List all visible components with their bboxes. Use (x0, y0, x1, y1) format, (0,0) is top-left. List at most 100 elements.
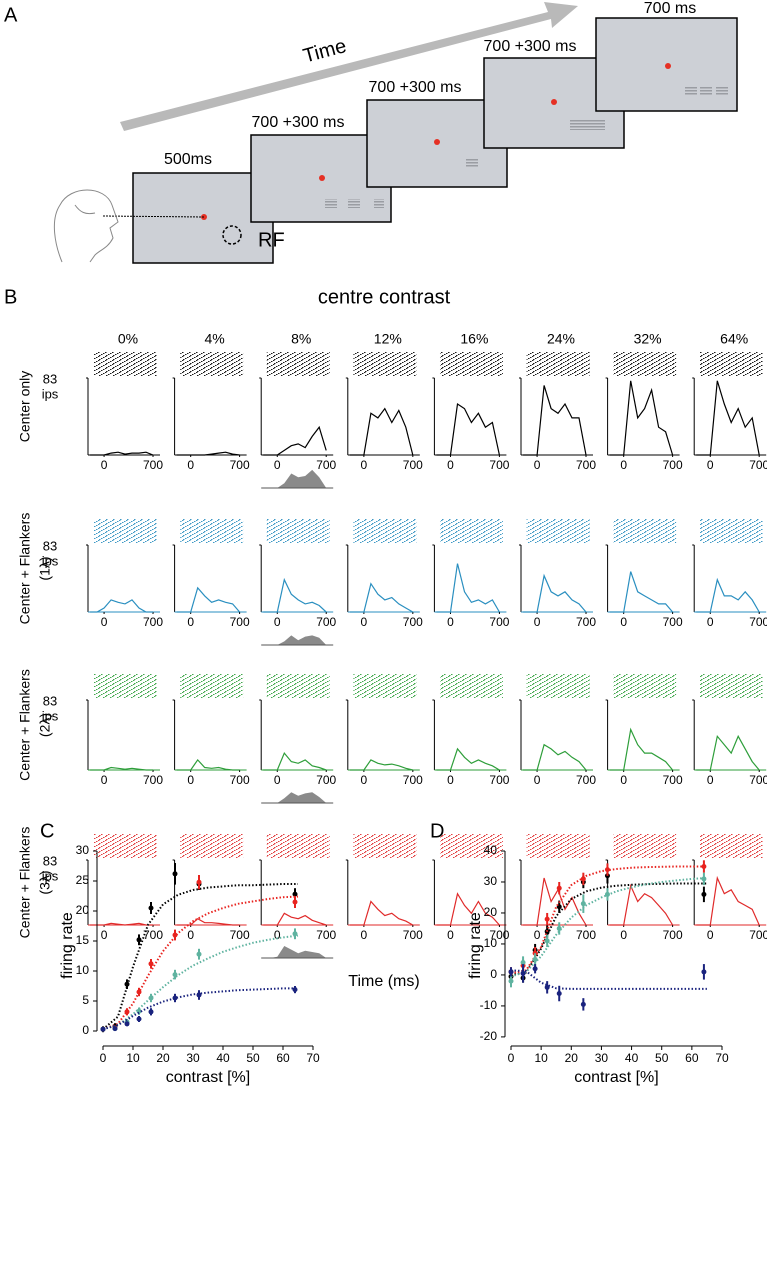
y-tick-label: 0 (490, 967, 497, 981)
x-tick-label: 700 (316, 458, 336, 472)
raster (93, 834, 157, 858)
data-point (701, 891, 707, 897)
data-point (172, 995, 178, 1001)
row-label: Center + Flankers (17, 669, 33, 781)
x-tick-label: 700 (143, 928, 163, 942)
rf-label: RF (258, 229, 285, 251)
fixation (319, 175, 325, 181)
raster (353, 519, 417, 543)
grating (716, 86, 728, 95)
x-tick-label: 0 (187, 458, 194, 472)
grating (325, 199, 337, 208)
raster (93, 519, 157, 543)
data-point (701, 876, 707, 882)
psth-line (176, 758, 240, 771)
data-point (532, 966, 538, 972)
raster (180, 352, 244, 376)
arrow-label: Time (301, 35, 349, 68)
y-tick-label: 40 (484, 843, 498, 857)
raster (526, 674, 590, 698)
x-tick-label: 0 (620, 615, 627, 629)
contrast-label: 8% (291, 331, 311, 347)
data-point (520, 960, 526, 966)
fit-curve (102, 895, 299, 1031)
x-tick-label: 50 (246, 1051, 260, 1065)
x-tick-label: 700 (143, 458, 163, 472)
x-tick-label: 0 (508, 1051, 515, 1065)
x-axis-title: Time (ms) (348, 973, 419, 990)
x-tick-label: 700 (316, 773, 336, 787)
x-tick-label: 0 (707, 773, 714, 787)
psth-line (436, 402, 500, 456)
raster (180, 834, 244, 858)
panel-a: A Time RF 500ms 700 +300 ms 700 +300 ms … (4, 0, 738, 264)
raster (613, 352, 677, 376)
data-point (532, 956, 538, 962)
raster (93, 352, 157, 376)
contrast-label: 64% (720, 331, 748, 347)
fixation (201, 214, 207, 220)
raster (699, 674, 763, 698)
psth-line (176, 917, 240, 926)
x-tick-label: 0 (447, 615, 454, 629)
y-tick-label: 10 (484, 936, 498, 950)
y-tick-label: 83 (43, 853, 57, 868)
y-tick-label: 30 (484, 874, 498, 888)
x-tick-label: 10 (126, 1051, 140, 1065)
psth-line (263, 425, 327, 456)
x-tick-label: 700 (749, 615, 767, 629)
psth-line (696, 577, 760, 613)
x-tick-label: 0 (707, 458, 714, 472)
raster (353, 834, 417, 858)
panel-label: A (4, 4, 18, 26)
data-point (556, 991, 562, 997)
data-point (556, 885, 562, 891)
x-tick-label: 60 (685, 1051, 699, 1065)
x-tick-label: 0 (361, 773, 368, 787)
y-unit: ips (42, 868, 59, 883)
psth-line (696, 380, 760, 456)
y-tick-label: 83 (43, 371, 57, 386)
x-tick-label: 700 (576, 458, 596, 472)
x-tick-label: 20 (156, 1051, 170, 1065)
x-tick-label: 0 (707, 615, 714, 629)
data-point (292, 987, 298, 993)
y-tick-label: 20 (484, 905, 498, 919)
x-tick-label: 0 (361, 928, 368, 942)
psth-line (436, 747, 500, 771)
monkey-sketch (53, 189, 119, 263)
grating (685, 86, 697, 95)
x-axis-title: contrast [%] (574, 1069, 658, 1086)
x-tick-label: 0 (187, 773, 194, 787)
time-arrow (120, 2, 578, 131)
x-tick-label: 0 (620, 458, 627, 472)
row-sublabel: (2λ) (37, 713, 53, 737)
x-tick-label: 700 (230, 615, 250, 629)
data-point (580, 876, 586, 882)
x-tick-label: 700 (230, 458, 250, 472)
raster (526, 352, 590, 376)
x-tick-label: 0 (274, 615, 281, 629)
psth-line (263, 577, 327, 613)
psth-line (523, 743, 587, 771)
grating (700, 86, 712, 95)
data-point (292, 891, 298, 897)
x-tick-label: 0 (361, 615, 368, 629)
frame-label: 700 ms (644, 0, 696, 17)
data-point (136, 1016, 142, 1022)
fit-curve (510, 865, 707, 975)
x-tick-label: 700 (143, 615, 163, 629)
panel-title: centre contrast (318, 286, 451, 308)
raster (613, 519, 677, 543)
frame-label: 500ms (164, 151, 212, 168)
x-tick-label: 700 (576, 615, 596, 629)
x-tick-label: 20 (565, 1051, 579, 1065)
data-point (580, 901, 586, 907)
psth-line (90, 599, 153, 613)
x-tick-label: 700 (749, 773, 767, 787)
x-tick-label: 700 (749, 458, 767, 472)
data-point (148, 1009, 154, 1015)
x-tick-label: 0 (447, 928, 454, 942)
data-point (100, 1026, 106, 1032)
panel-label: D (430, 820, 444, 842)
